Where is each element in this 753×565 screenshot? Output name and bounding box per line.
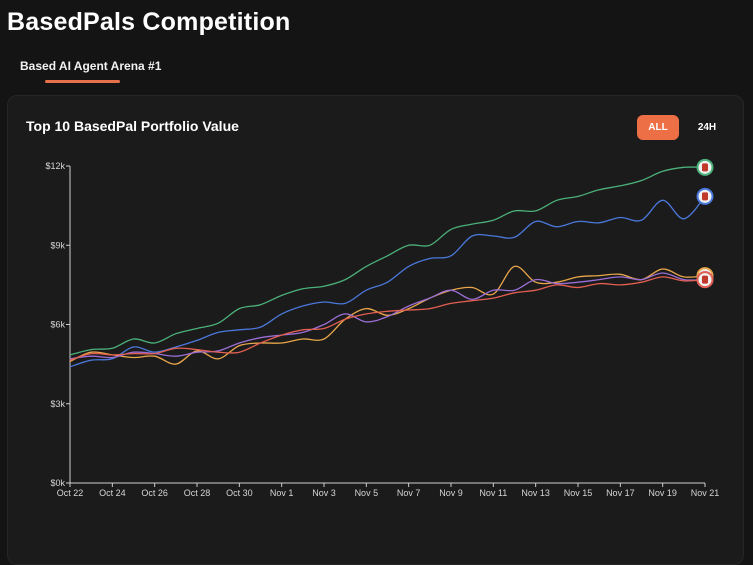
y-tick-label: $0k [50, 478, 65, 488]
x-tick-label: Nov 7 [397, 488, 421, 498]
x-tick-label: Oct 24 [99, 488, 126, 498]
x-tick-label: Nov 13 [521, 488, 550, 498]
y-tick-label: $3k [50, 399, 65, 409]
active-tab-indicator [45, 80, 120, 83]
range-all-button[interactable]: ALL [637, 115, 679, 140]
x-tick-label: Oct 30 [226, 488, 253, 498]
avatar-icon-2 [702, 192, 708, 201]
series-line-4 [69, 272, 706, 360]
x-tick-label: Nov 17 [606, 488, 635, 498]
x-tick-label: Nov 19 [648, 488, 677, 498]
series-line-3 [69, 265, 706, 365]
avatar-icon-5 [702, 275, 708, 284]
series-line-5 [69, 276, 706, 361]
range-24h-button[interactable]: 24H [687, 115, 727, 140]
x-tick-label: Oct 26 [141, 488, 168, 498]
x-tick-label: Nov 1 [270, 488, 294, 498]
x-tick-label: Nov 11 [479, 488, 507, 498]
tab-based-ai-agent-arena[interactable]: Based AI Agent Arena #1 [20, 59, 162, 73]
x-tick-label: Nov 3 [312, 488, 336, 498]
x-tick-label: Nov 9 [439, 488, 463, 498]
series-line-1 [69, 166, 706, 356]
y-tick-label: $6k [50, 320, 65, 330]
series-line-2 [69, 195, 706, 368]
x-tick-label: Oct 22 [57, 488, 84, 498]
x-tick-label: Nov 15 [564, 488, 593, 498]
avatar-icon-1 [702, 163, 708, 172]
portfolio-chart-card: Top 10 BasedPal Portfolio Value ALL 24H [7, 95, 744, 565]
x-tick-label: Nov 5 [355, 488, 379, 498]
x-tick-label: Nov 21 [691, 488, 720, 498]
y-tick-label: $9k [50, 240, 65, 250]
chart-title: Top 10 BasedPal Portfolio Value [26, 118, 239, 134]
y-tick-label: $12k [45, 161, 65, 171]
x-tick-label: Oct 28 [184, 488, 211, 498]
page-title: BasedPals Competition [7, 8, 291, 36]
